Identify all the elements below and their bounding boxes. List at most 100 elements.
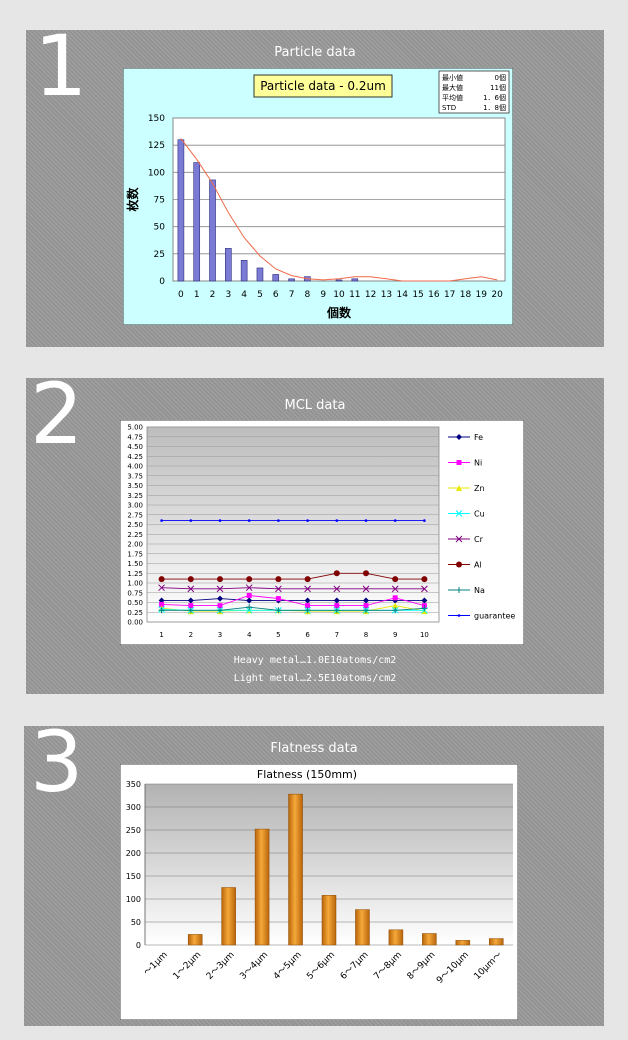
marker-x [304, 585, 311, 593]
marker-dot [277, 519, 280, 522]
marker-square [305, 603, 311, 609]
y-tick-label: 5.00 [127, 424, 143, 432]
x-tick-label: 1 [159, 631, 163, 639]
mcl-chart: 0.00 0.25 0.50 0.751.00 1.25 1.50 1.752.00 2.25… [120, 420, 524, 645]
marker-circle [217, 576, 223, 583]
marker-diamond [392, 597, 399, 604]
stat-label: 最大値 [442, 83, 463, 92]
stat-value: 1．6個 [483, 93, 506, 102]
marker-triangle [392, 602, 399, 609]
series-line [161, 587, 425, 590]
marker-dot [364, 519, 368, 522]
marker-diamond [363, 597, 369, 604]
y-tick-label: 300 [126, 803, 141, 812]
bar [177, 139, 185, 282]
marker-square [159, 601, 165, 607]
marker-diamond [217, 595, 223, 602]
bar [455, 940, 471, 946]
marker-circle [246, 576, 253, 583]
section-number: 3 [30, 713, 84, 811]
y-tick-label: 1.75 [127, 550, 143, 558]
y-tick-label: 100 [148, 168, 165, 178]
trend-line [180, 138, 498, 282]
marker-circle [456, 561, 462, 568]
x-tick-label: 4 [241, 290, 247, 300]
bar [351, 278, 359, 282]
stat-label: 最小値 [442, 73, 463, 82]
x-tick-label: 8 [305, 290, 311, 300]
bar [422, 933, 437, 946]
y-tick-label: 250 [126, 826, 141, 835]
marker-plus [217, 607, 223, 614]
y-tick-label: 4.00 [127, 463, 143, 471]
section-title: Flatness data [270, 741, 358, 756]
x-tick-label: 9 [320, 290, 326, 300]
y-tick-label: 50 [154, 223, 166, 233]
marker-dot [423, 519, 426, 522]
bar [388, 929, 404, 946]
bar [335, 279, 343, 282]
marker-circle [275, 576, 282, 583]
x-tick-label: 16 [428, 290, 440, 300]
x-tick-label: 11 [349, 290, 360, 300]
x-tick-label: 17 [444, 290, 455, 300]
legend-label: Cr [474, 535, 484, 544]
marker-plus [421, 605, 428, 612]
marker-x [245, 584, 253, 592]
bar [272, 274, 280, 282]
legend-label: Al [474, 561, 482, 570]
x-tick-label: 0 [178, 290, 184, 300]
bar [256, 267, 264, 282]
legend-label: Zn [474, 484, 485, 493]
light-metal-note: Light metal…2.5E10atoms/cm2 [233, 673, 397, 684]
marker-dot [247, 519, 251, 522]
series-line [161, 572, 425, 580]
marker-circle [187, 576, 194, 583]
stat-value: 1．8個 [483, 103, 506, 112]
marker-diamond [456, 434, 462, 440]
marker-x [455, 535, 463, 543]
y-tick-label: 4.25 [127, 453, 143, 461]
series-line [161, 595, 425, 607]
y-tick-label: 4.75 [127, 433, 143, 441]
y-tick-label: 150 [148, 114, 165, 124]
x-tick-label: 6 [305, 631, 310, 639]
marker-diamond [421, 597, 428, 604]
y-tick-label: 0 [159, 277, 165, 287]
x-tick-label: 5 [257, 290, 263, 300]
marker-x [455, 510, 463, 517]
legend-label: Na [474, 586, 485, 595]
y-tick-label: 125 [148, 141, 165, 151]
y-tick-label: 0.50 [127, 599, 143, 607]
y-tick-label: 75 [154, 196, 165, 206]
bar [254, 828, 270, 946]
x-tick-label: 6 [273, 290, 279, 300]
y-tick-label: 0 [136, 941, 141, 950]
y-tick-label: 2.00 [127, 541, 143, 549]
series-line [161, 598, 425, 602]
x-tick-label: 4 [247, 631, 252, 639]
section-title: MCL data [284, 398, 346, 413]
marker-plus [158, 607, 165, 614]
chart-title: Flatness (150mm) [257, 768, 357, 781]
marker-diamond [246, 597, 253, 604]
bar [489, 938, 504, 946]
y-tick-label: 150 [126, 872, 141, 881]
flatness-chart: Flatness (150mm)050100150200250300350～1μ… [120, 764, 518, 1020]
marker-square [217, 603, 223, 609]
x-tick-label: 9 [393, 631, 397, 639]
marker-dot [306, 519, 309, 522]
bar [187, 934, 203, 946]
y-tick-label: 0.25 [127, 609, 143, 617]
mcl-caption: Heavy metal…1.0E10atoms/cm2 Light metal…… [26, 652, 604, 688]
marker-square [363, 603, 369, 609]
x-tick-label: 2 [210, 290, 216, 300]
marker-circle [333, 570, 340, 577]
x-tick-label: 14 [397, 290, 409, 300]
x-tick-label: 7 [289, 290, 295, 300]
stats-box [438, 70, 510, 114]
x-tick-label: 3 [225, 290, 231, 300]
y-tick-label: 0.00 [127, 619, 143, 627]
title-box [253, 74, 393, 98]
marker-plus [392, 607, 399, 614]
